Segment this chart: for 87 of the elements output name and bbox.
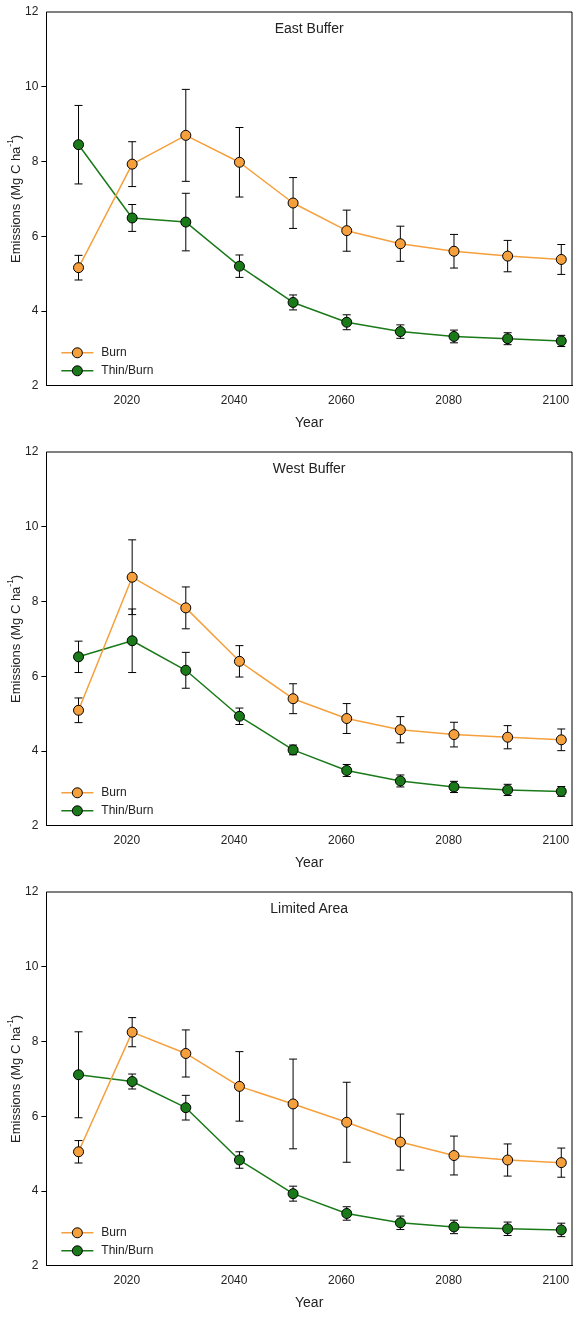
x-axis-title: Year (295, 854, 324, 871)
y-tick-label: 4 (31, 743, 39, 758)
point (180, 216, 192, 228)
x-tick-label: 2080 (435, 393, 463, 408)
point (73, 1146, 85, 1158)
point (555, 1157, 567, 1169)
point (502, 731, 514, 743)
y-tick-label: 2 (31, 818, 39, 833)
point (73, 704, 85, 716)
point (394, 1136, 406, 1148)
point (180, 1047, 192, 1059)
point (502, 1154, 514, 1166)
point (448, 729, 460, 741)
text: West Buffer (272, 459, 346, 476)
point (233, 1080, 245, 1092)
y-tick-label: 6 (31, 668, 39, 683)
y-tick-label: 6 (31, 228, 39, 243)
x-tick-label: 2040 (220, 1273, 248, 1288)
point (555, 734, 567, 746)
legend-label: Burn (101, 345, 127, 360)
y-axis-title: Emissions (Mg C ha-1) (5, 134, 23, 263)
point (233, 156, 245, 168)
point (126, 158, 138, 170)
point (126, 212, 138, 224)
y-tick-label: 8 (31, 1033, 39, 1048)
x-axis-title: Year (295, 1294, 324, 1311)
y-tick-label: 2 (31, 1258, 39, 1273)
point (126, 1026, 138, 1038)
point (233, 260, 245, 272)
text: Limited Area (270, 899, 349, 916)
y-tick-label: 12 (24, 884, 39, 899)
point (448, 1150, 460, 1162)
y-tick-label: 4 (31, 303, 39, 318)
legend-label: Thin/Burn (101, 363, 154, 378)
point (73, 262, 85, 274)
x-tick-label: 2040 (220, 833, 248, 848)
legend-label: Burn (101, 1225, 127, 1240)
point (180, 129, 192, 141)
point (126, 635, 138, 647)
y-tick-label: 12 (24, 4, 39, 19)
x-tick-label: 2100 (542, 833, 570, 848)
x-tick-label: 2100 (542, 393, 570, 408)
legend-label: Burn (101, 785, 127, 800)
x-tick-label: 2040 (220, 393, 248, 408)
point (341, 713, 353, 725)
x-tick-label: 2060 (328, 1273, 356, 1288)
point (341, 225, 353, 237)
point (555, 253, 567, 265)
y-tick-label: 2 (31, 378, 39, 393)
x-tick-label: 2020 (113, 393, 141, 408)
text: East Buffer (274, 19, 345, 36)
y-tick-label: 8 (31, 593, 39, 608)
x-tick-label: 2080 (435, 1273, 463, 1288)
point (73, 651, 85, 663)
point (233, 655, 245, 667)
point (394, 238, 406, 250)
y-axis-title: Emissions (Mg C ha-1) (5, 1014, 23, 1143)
point (394, 724, 406, 736)
legend-label: Thin/Burn (101, 803, 154, 818)
x-tick-label: 2060 (328, 833, 356, 848)
point (287, 197, 299, 209)
y-tick-label: 8 (31, 153, 39, 168)
y-axis-title: Emissions (Mg C ha-1) (5, 574, 23, 703)
point (502, 250, 514, 262)
legend-label: Thin/Burn (101, 1243, 154, 1258)
y-tick-label: 10 (24, 79, 39, 94)
point (448, 245, 460, 257)
point (180, 1102, 192, 1114)
y-tick-label: 10 (24, 519, 39, 534)
x-tick-label: 2080 (435, 833, 463, 848)
point (180, 664, 192, 676)
point (287, 1098, 299, 1110)
x-tick-label: 2020 (113, 1273, 141, 1288)
point (341, 1116, 353, 1128)
x-axis-title: Year (295, 414, 324, 431)
point (73, 139, 85, 151)
x-tick-label: 2100 (542, 1273, 570, 1288)
point (287, 693, 299, 705)
point (73, 1069, 85, 1081)
y-tick-label: 12 (24, 444, 39, 459)
y-tick-label: 6 (31, 1108, 39, 1123)
y-tick-label: 4 (31, 1183, 39, 1198)
y-tick-label: 10 (24, 959, 39, 974)
x-tick-label: 2020 (113, 833, 141, 848)
x-tick-label: 2060 (328, 393, 356, 408)
point (180, 602, 192, 614)
point (126, 571, 138, 583)
